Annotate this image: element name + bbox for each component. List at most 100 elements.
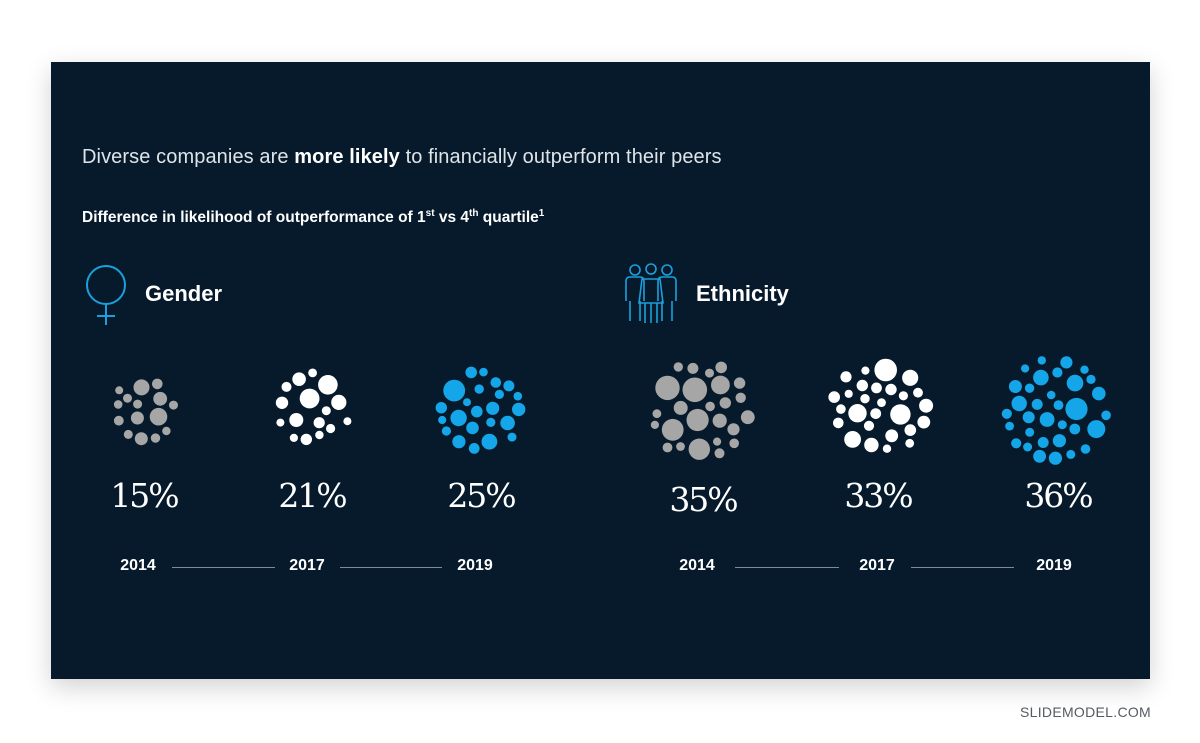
bubble	[686, 408, 709, 432]
bubble	[711, 375, 730, 395]
ethnicity-2017-value: 33%	[844, 476, 913, 515]
bubble	[1069, 423, 1081, 435]
bubble	[662, 442, 673, 453]
bubble	[486, 401, 500, 415]
timeline-line	[172, 567, 275, 568]
bubble	[153, 391, 168, 406]
bubble	[844, 389, 853, 398]
bubble	[735, 392, 746, 403]
bubble	[299, 388, 320, 409]
bubble	[463, 398, 471, 407]
bubble	[1046, 390, 1056, 400]
bubble	[150, 433, 161, 443]
bubble	[466, 421, 479, 435]
bubble	[507, 432, 517, 442]
bubble	[441, 426, 451, 436]
bubble	[308, 368, 317, 378]
bubble	[133, 379, 150, 396]
bubble	[1060, 356, 1073, 369]
bubble	[490, 377, 502, 388]
bubble	[503, 380, 515, 392]
bubble	[885, 429, 899, 443]
bubble	[740, 410, 755, 425]
bubble	[1080, 444, 1091, 454]
bubble	[844, 431, 861, 448]
bubble	[276, 418, 285, 427]
bubble	[688, 438, 710, 460]
bubble	[1022, 411, 1035, 424]
bubble	[1086, 374, 1096, 384]
bubble	[468, 443, 480, 454]
bubble	[877, 398, 886, 407]
bubble	[1001, 408, 1012, 419]
chart-title: Diverse companies are more likely to fin…	[82, 146, 722, 168]
bubble-cluster-gender-2017	[275, 368, 352, 446]
timeline-line	[911, 567, 1014, 568]
bubble	[836, 404, 846, 414]
bubble	[856, 379, 868, 392]
bubble	[275, 396, 289, 409]
bubble	[870, 408, 882, 419]
bubble	[452, 435, 466, 449]
bubble	[890, 404, 911, 425]
bubble	[479, 367, 488, 377]
bubble-cluster-ethnicity-2017	[828, 358, 934, 453]
gender-2019-value: 25%	[447, 476, 516, 515]
bubble	[874, 358, 897, 382]
bubble	[714, 448, 725, 459]
bubble	[917, 415, 931, 429]
bubble	[1053, 400, 1064, 410]
gender-label: Gender	[145, 281, 223, 306]
bubble	[904, 424, 917, 436]
bubble	[848, 404, 867, 423]
bubble	[733, 377, 746, 389]
bubble	[318, 375, 338, 395]
bubble	[471, 405, 483, 418]
bubble	[902, 369, 919, 386]
bubble	[1066, 374, 1084, 392]
bubble	[1024, 383, 1035, 393]
bubble	[1031, 398, 1043, 410]
bubble	[1039, 412, 1055, 427]
bubble	[898, 391, 909, 401]
bubble	[513, 391, 523, 401]
bubble-cluster-gender-2019	[435, 366, 526, 454]
bubble	[650, 420, 660, 429]
bubble	[435, 402, 447, 414]
bubble	[727, 423, 740, 436]
bubble	[152, 378, 163, 390]
female-symbol-icon	[86, 265, 126, 325]
bubble	[130, 411, 144, 425]
bubble	[300, 433, 312, 446]
bubble	[1011, 438, 1022, 449]
bubble	[486, 417, 496, 427]
bubble	[840, 371, 852, 383]
bubble	[481, 433, 498, 450]
bubble	[1033, 449, 1046, 463]
bubble	[861, 366, 870, 375]
bubble	[655, 375, 680, 401]
bubble	[705, 401, 715, 412]
bubble	[719, 397, 731, 409]
bubble	[289, 413, 304, 427]
bubble	[1101, 410, 1111, 421]
bubble	[113, 400, 123, 409]
bubble	[133, 399, 143, 409]
bubble	[1037, 356, 1046, 365]
bubble-cluster-ethnicity-2019	[1001, 356, 1111, 465]
watermark: SLIDEMODEL.COM	[1020, 704, 1151, 720]
bubble	[713, 437, 722, 446]
bubble	[1005, 421, 1014, 431]
bubble	[682, 377, 708, 403]
bubble	[494, 389, 504, 399]
chart-subtitle: Difference in likelihood of outperforman…	[82, 208, 545, 227]
bubble	[500, 415, 515, 431]
infographic-panel: Diverse companies are more likely to fin…	[51, 62, 1150, 679]
bubble	[676, 442, 685, 451]
bubble	[882, 444, 892, 453]
bubble	[905, 438, 915, 448]
bubble	[712, 413, 727, 428]
ethnicity-year-2017: 2017	[859, 557, 895, 574]
bubble	[1023, 442, 1033, 452]
bubble	[885, 383, 897, 396]
